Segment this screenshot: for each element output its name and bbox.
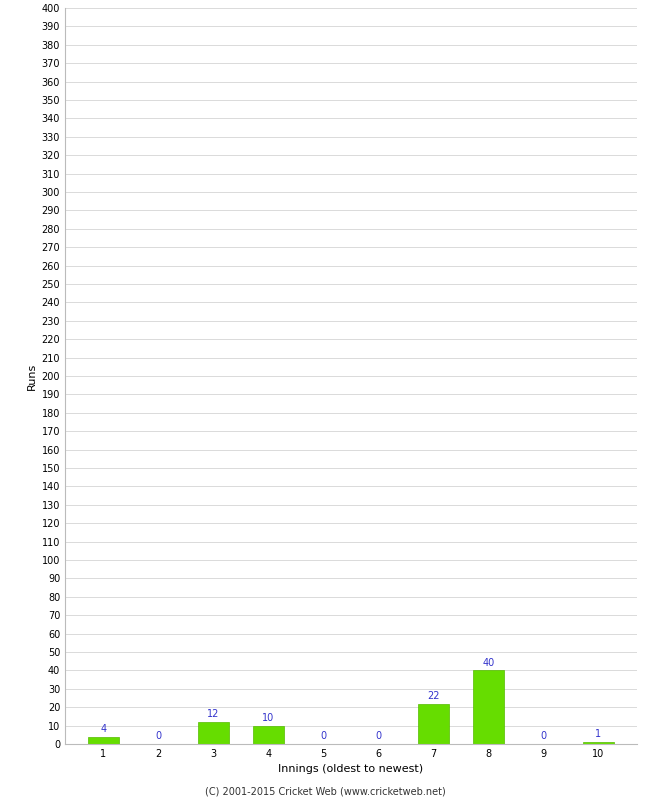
- Text: 40: 40: [482, 658, 495, 668]
- Text: 0: 0: [376, 731, 382, 742]
- Text: 1: 1: [595, 730, 601, 739]
- Text: 12: 12: [207, 709, 220, 719]
- Bar: [88, 737, 118, 744]
- Text: 4: 4: [101, 724, 107, 734]
- X-axis label: Innings (oldest to newest): Innings (oldest to newest): [278, 765, 424, 774]
- Text: 0: 0: [540, 731, 547, 742]
- Bar: [584, 742, 614, 744]
- Text: 10: 10: [263, 713, 275, 723]
- Text: 0: 0: [320, 731, 326, 742]
- Text: 22: 22: [427, 690, 440, 701]
- Bar: [419, 703, 448, 744]
- Bar: [254, 726, 283, 744]
- Text: (C) 2001-2015 Cricket Web (www.cricketweb.net): (C) 2001-2015 Cricket Web (www.cricketwe…: [205, 786, 445, 796]
- Y-axis label: Runs: Runs: [27, 362, 37, 390]
- Text: 0: 0: [155, 731, 162, 742]
- Bar: [198, 722, 229, 744]
- Bar: [473, 670, 504, 744]
